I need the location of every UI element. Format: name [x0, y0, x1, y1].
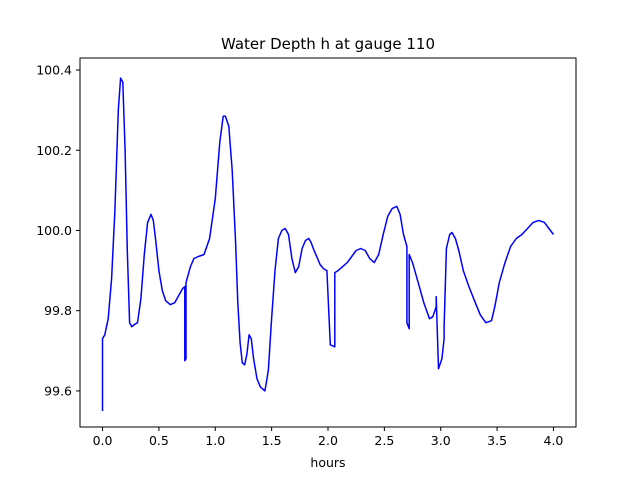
plot-area: [101, 77, 555, 411]
y-tick-label: 99.6: [44, 383, 72, 398]
x-tick-label: 0.0: [93, 433, 113, 448]
chart-title: Water Depth h at gauge 110: [221, 35, 435, 53]
x-tick-label: 1.5: [262, 433, 282, 448]
y-tick-label: 100.0: [36, 223, 72, 238]
x-tick-label: 1.0: [205, 433, 225, 448]
x-tick-label: 2.0: [318, 433, 338, 448]
y-tick-label: 100.4: [36, 63, 72, 78]
y-tick-label: 99.8: [44, 303, 72, 318]
y-axis-ticks: 99.6 99.8 100.0 100.2 100.4: [36, 63, 80, 398]
series-line-0: [101, 77, 555, 411]
x-tick-label: 4.0: [544, 433, 564, 448]
x-tick-label: 3.5: [487, 433, 507, 448]
x-tick-label: 2.5: [374, 433, 394, 448]
y-tick-label: 100.2: [36, 143, 72, 158]
x-axis-title: hours: [310, 455, 345, 470]
x-tick-label: 0.5: [149, 433, 169, 448]
x-tick-label: 3.0: [431, 433, 451, 448]
axes-frame: [79, 57, 577, 428]
x-axis-ticks: 0.0 0.5 1.0 1.5 2.0 2.5 3.0 3.5 4.0: [93, 427, 564, 448]
